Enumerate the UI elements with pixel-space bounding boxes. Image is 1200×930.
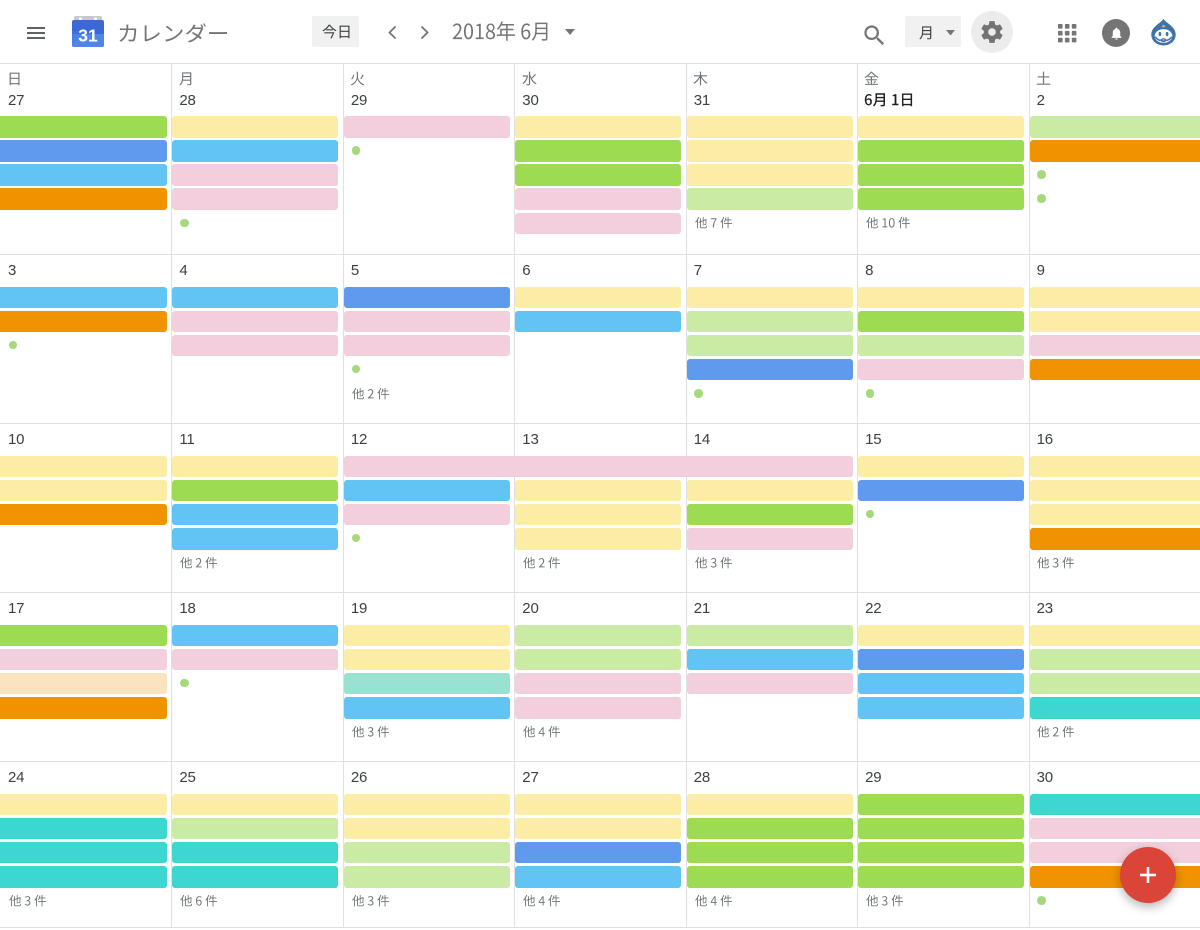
svg-text:31: 31 xyxy=(78,26,98,46)
